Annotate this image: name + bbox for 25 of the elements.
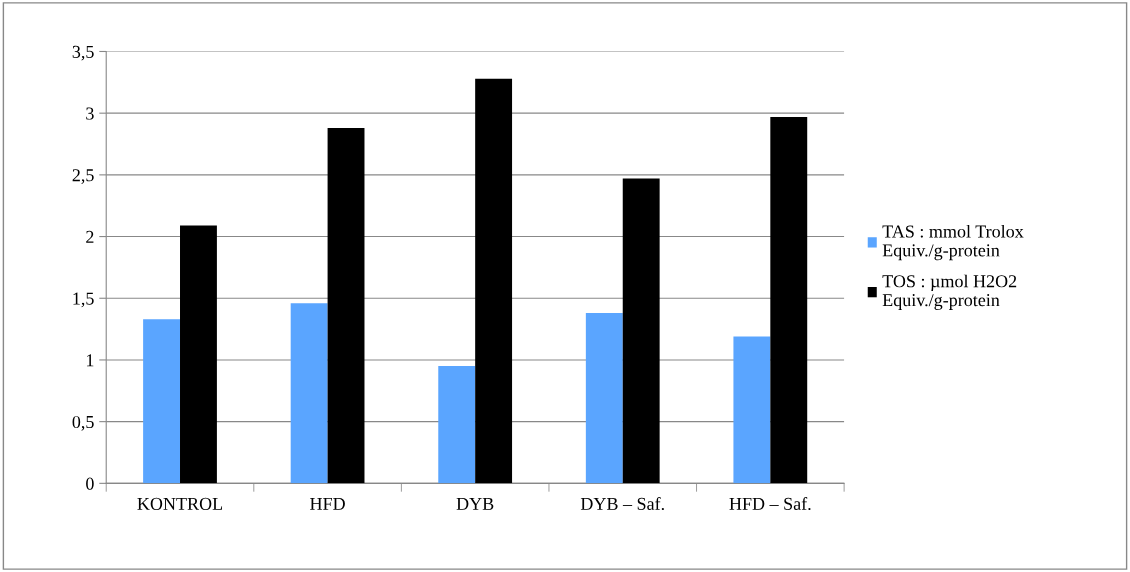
x-tick-label: HFD bbox=[310, 497, 345, 510]
y-tick-label: 3 bbox=[86, 107, 94, 120]
x-tick-label: KONTROL bbox=[137, 497, 223, 510]
bar bbox=[475, 78, 513, 484]
legend-label: TAS : mmol Trolox Equiv./g-protein bbox=[882, 224, 1024, 261]
x-tick-label: DYB bbox=[456, 497, 494, 510]
bar bbox=[180, 225, 217, 484]
bar bbox=[327, 127, 365, 484]
bar bbox=[290, 303, 328, 484]
y-tick-label: 0,5 bbox=[72, 415, 94, 431]
bar bbox=[585, 313, 623, 484]
y-tick-label: 1 bbox=[86, 354, 94, 367]
bar bbox=[733, 336, 771, 484]
y-tick-label: 2,5 bbox=[72, 169, 94, 184]
bar bbox=[438, 366, 476, 484]
y-tick-label: 2 bbox=[86, 230, 94, 243]
legend-label: TOS : µmol H2O2 Equiv./g-protein bbox=[882, 274, 1017, 310]
y-tick-label: 3,5 bbox=[72, 45, 94, 61]
bar bbox=[622, 178, 660, 484]
bar bbox=[770, 116, 808, 484]
y-tick-label: 0 bbox=[86, 477, 94, 490]
x-tick-label: HFD – Saf. bbox=[729, 497, 811, 511]
x-tick-label: DYB – Saf. bbox=[580, 497, 664, 511]
y-tick-label: 1,5 bbox=[73, 292, 94, 308]
bar bbox=[143, 319, 181, 484]
